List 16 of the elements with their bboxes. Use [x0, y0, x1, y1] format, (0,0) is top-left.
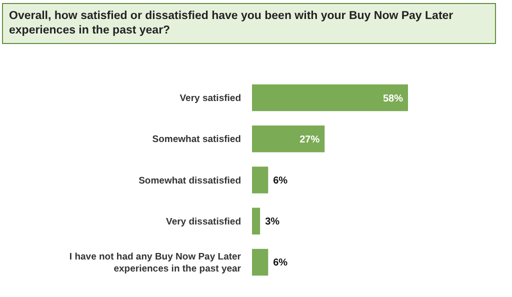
bar [252, 248, 268, 276]
data-label: 6% [273, 258, 288, 269]
y-tick-label: I have not had any Buy Now Pay Later experiences in the past year [69, 252, 242, 274]
bar [252, 166, 268, 194]
y-tick-label: Very satisfied [180, 93, 242, 104]
bar [252, 208, 260, 234]
data-label: 27% [300, 134, 320, 146]
chart-title: Overall, how satisfied or dissatisfied have you been with your Buy Now Pay Later experiences in the past year? [9, 10, 454, 36]
data-label: 6% [273, 176, 288, 186]
bar [252, 126, 325, 152]
bar [252, 84, 408, 112]
data-label: 3% [265, 216, 280, 228]
y-tick-label: Very dissatisfied [166, 216, 242, 228]
y-tick-label: Somewhat satisfied [152, 134, 242, 146]
y-tick-label: Somewhat dissatisfied [138, 175, 242, 186]
data-label: 58% [382, 93, 404, 104]
